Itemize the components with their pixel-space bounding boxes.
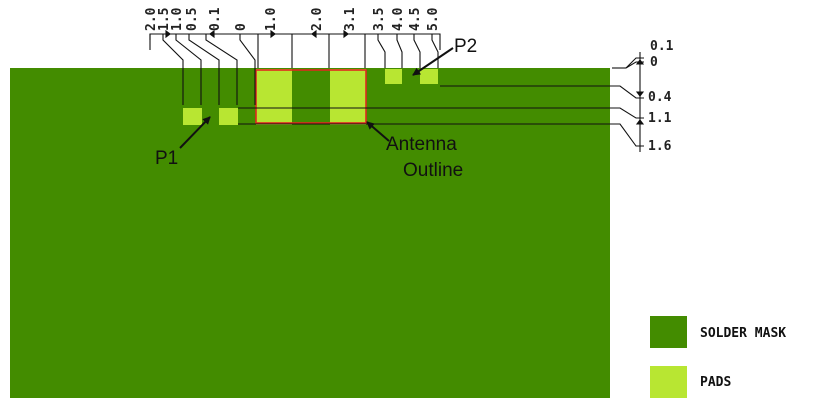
top-dim-label: 0.1 xyxy=(208,7,223,31)
top-dimension-lines xyxy=(149,29,441,105)
callout-antenna-label-line1: Antenna xyxy=(386,134,457,155)
top-dim-label: 1.0 xyxy=(170,7,185,31)
legend: SOLDER MASK PADS xyxy=(650,316,786,398)
top-dim-label: 5.0 xyxy=(426,7,441,31)
pad-p2-right xyxy=(420,69,438,84)
right-dim-label: 0 xyxy=(650,55,658,70)
top-dim-label: 3.1 xyxy=(343,7,358,31)
antenna-outline xyxy=(255,69,367,124)
callout-p2-label: P2 xyxy=(454,36,477,57)
top-dim-label: 2.0 xyxy=(310,7,325,31)
legend-solder-mask-swatch xyxy=(650,316,687,348)
top-dim-label: 2.0 xyxy=(144,7,159,31)
legend-solder-mask-label: SOLDER MASK xyxy=(700,326,786,341)
right-dim-label: 0.4 xyxy=(648,90,672,105)
pads xyxy=(183,69,438,125)
callout-antenna-label-line2: Outline xyxy=(403,160,463,181)
top-dim-label: 3.5 xyxy=(372,8,387,31)
callouts: P1 P2 Antenna Outline xyxy=(155,36,477,181)
callout-p1-arrow xyxy=(179,116,211,149)
top-dim-label: 4.0 xyxy=(391,7,406,31)
pad-antenna-right xyxy=(330,69,366,125)
callout-p2-arrow xyxy=(412,47,454,76)
pad-antenna-left xyxy=(256,69,292,125)
solder-mask-board xyxy=(10,68,610,398)
top-dimension-labels: 2.0 1.5 1.0 0.5 0.1 0 1.0 2.0 3.1 3.5 4.… xyxy=(144,7,441,31)
right-dim-label: 0.1 xyxy=(650,39,674,54)
right-dim-label: 1.6 xyxy=(648,139,672,154)
legend-pads-swatch xyxy=(650,366,687,398)
pad-p1-left xyxy=(183,108,202,125)
top-dim-label: 0 xyxy=(234,23,249,31)
callout-antenna-arrow xyxy=(366,121,390,142)
pad-p2-left xyxy=(385,69,402,84)
top-dim-label: 0.5 xyxy=(185,8,200,31)
right-dimension-labels: 0.1 0 0.4 1.1 1.6 xyxy=(648,39,674,154)
callout-p1-label: P1 xyxy=(155,148,178,169)
top-dim-label: 4.5 xyxy=(408,8,423,31)
legend-pads-label: PADS xyxy=(700,375,731,390)
pad-p1-right xyxy=(219,108,238,125)
right-dim-label: 1.1 xyxy=(648,111,672,126)
right-dimension-lines xyxy=(238,52,645,152)
top-dim-label: 1.5 xyxy=(157,8,172,31)
top-dim-label: 1.0 xyxy=(264,7,279,31)
